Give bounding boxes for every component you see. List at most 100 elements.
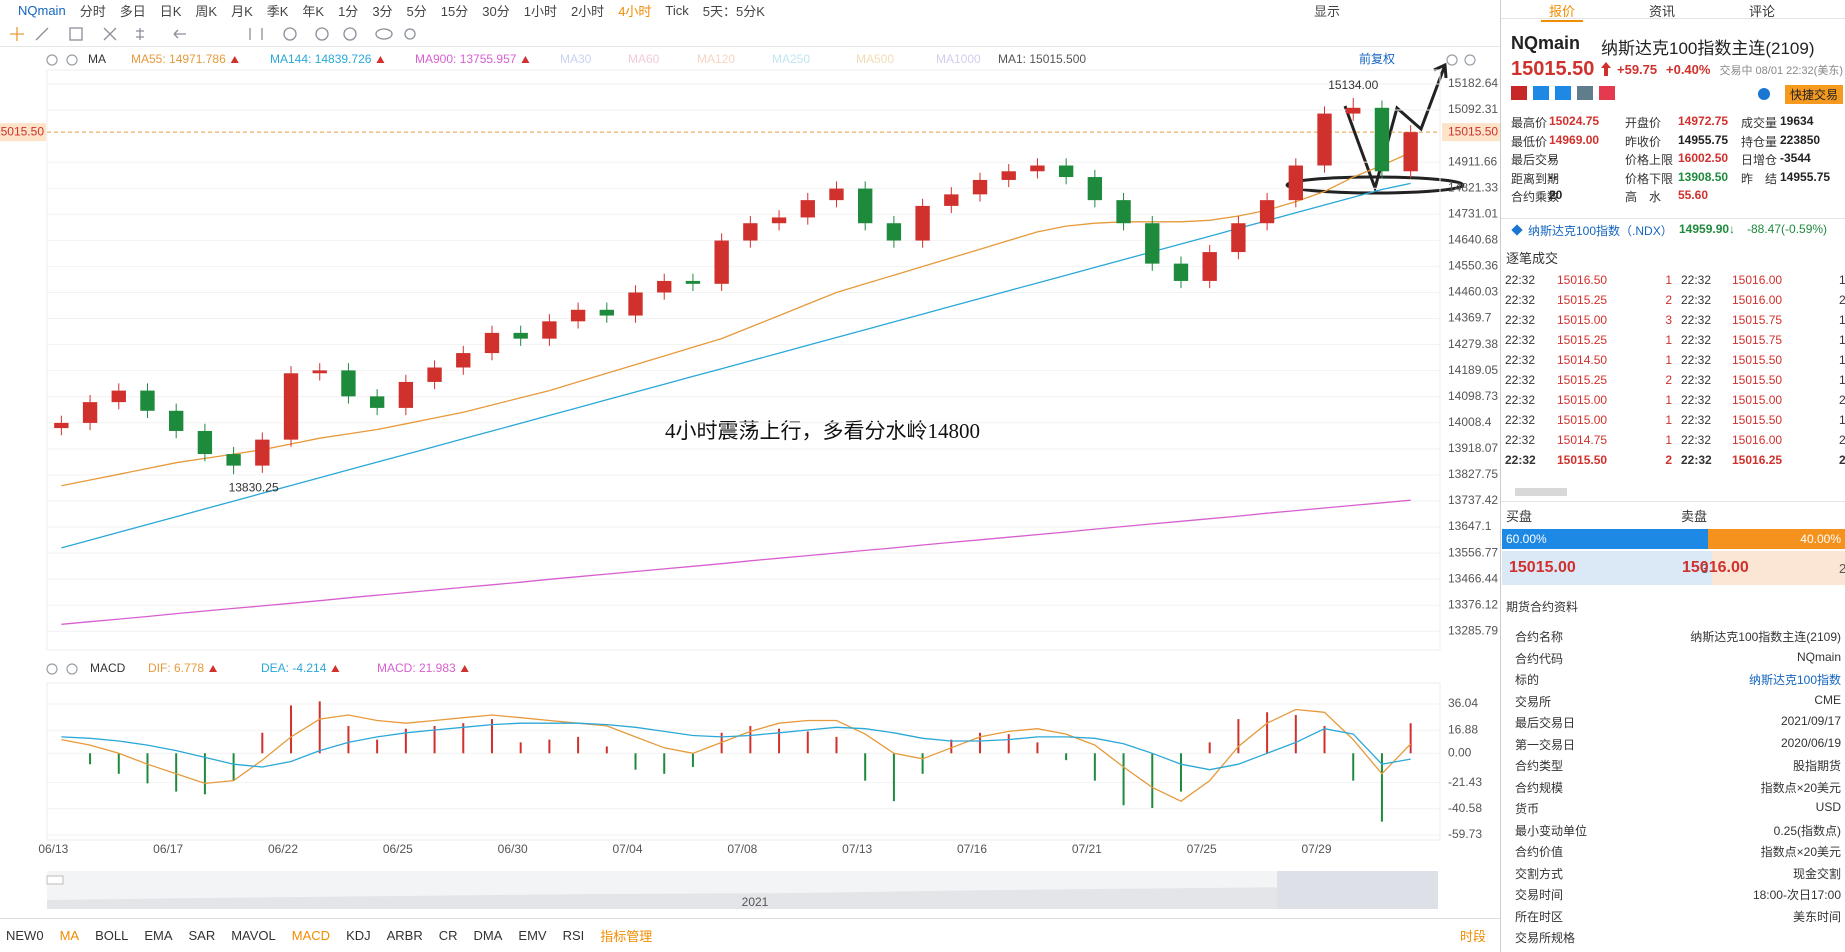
navigator-handle[interactable]	[46, 875, 64, 885]
scrollbar[interactable]	[1515, 488, 1567, 496]
pane-settings-icon[interactable]	[46, 54, 58, 66]
shape-tool-icon[interactable]	[69, 27, 83, 41]
macd-close-icon[interactable]	[66, 663, 78, 675]
period-tab[interactable]: Tick	[665, 2, 689, 18]
low-label: 13830.25	[229, 480, 279, 494]
macd-settings-icon[interactable]	[46, 663, 58, 675]
y-tick-label: 14098.73	[1448, 389, 1498, 403]
panel-tab[interactable]: 资讯	[1649, 4, 1676, 19]
navigator-window[interactable]	[1277, 871, 1438, 909]
indicator-tab[interactable]: EMA	[144, 928, 173, 943]
x-tick-label: 07/13	[842, 842, 872, 856]
indicator-tab[interactable]: EMV	[518, 928, 547, 943]
quick-trade-button[interactable]: 快捷交易	[1785, 85, 1844, 104]
trade-cell: 22:32	[1505, 273, 1536, 287]
index-name[interactable]: 纳斯达克100指数（.NDX）	[1528, 224, 1673, 238]
trade-cell: 15016.00	[1732, 273, 1783, 287]
candle-body	[427, 367, 442, 382]
legend-entry[interactable]: DEA: -4.214	[261, 661, 327, 675]
legend-entry[interactable]: MA55: 14971.786	[131, 52, 226, 66]
stat-label: 价格下限	[1625, 171, 1674, 186]
settings-icon[interactable]	[404, 28, 416, 40]
indicator-tab[interactable]: MACD	[291, 928, 331, 943]
zoom-in-icon[interactable]	[1464, 54, 1476, 66]
period-tab[interactable]: 季K	[266, 3, 289, 19]
eye-icon[interactable]	[375, 28, 393, 40]
period-tab[interactable]: 3分	[372, 3, 393, 19]
period-tab[interactable]: 多日	[119, 3, 146, 19]
lock-icon[interactable]	[283, 27, 297, 41]
pane-close-icon[interactable]	[66, 54, 78, 66]
badge[interactable]	[1599, 86, 1615, 100]
badge[interactable]	[1511, 86, 1527, 100]
index-change: -88.47(-0.59%)	[1747, 222, 1828, 236]
period-tab[interactable]: 月K	[231, 3, 253, 19]
panel-tab[interactable]: 评论	[1749, 4, 1776, 19]
fib-tool-icon[interactable]	[103, 27, 117, 41]
bell-icon[interactable]	[1758, 88, 1770, 100]
quote-panel: NQmain 纳斯达克100指数主连(2109) 15015.50 +59.75…	[1500, 0, 1845, 952]
hide-icon[interactable]	[315, 27, 329, 41]
line-tool-icon[interactable]	[35, 27, 49, 41]
display-menu[interactable]: 显示	[1313, 3, 1340, 19]
info-key: 标的	[1515, 673, 1540, 687]
legend-entry-inactive[interactable]: MA60	[628, 52, 660, 66]
stat-label: 最后交易	[1511, 153, 1560, 167]
period-tab[interactable]: 分时	[79, 3, 106, 19]
badge[interactable]	[1533, 86, 1549, 100]
indicator-manage[interactable]: 指标管理	[600, 929, 653, 944]
indicator-tab[interactable]: RSI	[562, 928, 585, 943]
symbol[interactable]: NQmain	[18, 2, 66, 18]
indicator-tab[interactable]: MAVOL	[231, 928, 276, 943]
period-tab[interactable]: 4小时	[618, 3, 652, 19]
period-tab[interactable]: 1分	[338, 3, 359, 19]
indicator-tab[interactable]: KDJ	[346, 928, 371, 943]
indicator-tab[interactable]: SAR	[188, 928, 216, 943]
legend-entry-inactive[interactable]: MA120	[697, 52, 735, 66]
legend-entry-inactive[interactable]: MA250	[772, 52, 810, 66]
trade-cell: 22:32	[1505, 413, 1536, 427]
panel-tab[interactable]: 报价	[1541, 1, 1584, 22]
stat-value: 16002.50	[1678, 151, 1729, 165]
adjust-label[interactable]: 前复权	[1359, 51, 1395, 66]
legend-entry-inactive[interactable]: MA500	[856, 52, 894, 66]
legend-entry[interactable]: MA1: 15015.500	[998, 52, 1086, 66]
period-tab[interactable]: 15分	[440, 3, 469, 19]
legend-entry-inactive[interactable]: MA30	[560, 52, 592, 66]
period-tab[interactable]: 年K	[302, 3, 325, 19]
legend-entry[interactable]: MA900: 13755.957	[415, 52, 517, 66]
legend-entry[interactable]: DIF: 6.778	[148, 661, 204, 675]
period-tab[interactable]: 日K	[159, 3, 182, 19]
indicator-tab[interactable]: NEW0	[6, 928, 44, 943]
y-tick-label: 14189.05	[1448, 363, 1498, 377]
legend-entry[interactable]: MACD: 21.983	[377, 661, 456, 675]
trade-cell: 1	[1665, 433, 1672, 447]
indicator-tab[interactable]: CR	[438, 928, 458, 943]
candle-body	[1030, 165, 1045, 172]
trade-cell: 22:32	[1505, 453, 1536, 467]
period-tab[interactable]: 周K	[195, 3, 218, 19]
period-tab[interactable]: 5天：5分K	[702, 3, 765, 19]
period-tab[interactable]: 2小时	[570, 3, 605, 19]
y-tick-label: 13285.79	[1448, 623, 1498, 637]
indicator-tab[interactable]: ARBR	[386, 928, 423, 943]
measure-icon[interactable]	[136, 28, 144, 40]
indicator-tab[interactable]: MA	[59, 928, 80, 943]
legend-entry-inactive[interactable]: MA1000	[936, 52, 981, 66]
session-button[interactable]: 时段	[1459, 929, 1486, 944]
period-tab[interactable]: 5分	[406, 3, 427, 19]
indicator-tab[interactable]: DMA	[473, 928, 503, 943]
trades-title: 逐笔成交	[1506, 251, 1559, 266]
crosshair-icon[interactable]	[10, 27, 24, 41]
badge[interactable]	[1555, 86, 1571, 100]
period-tab[interactable]: 1小时	[523, 3, 557, 19]
period-tab[interactable]: 30分	[482, 3, 510, 19]
indicator-tab[interactable]: BOLL	[95, 928, 129, 943]
zoom-out-icon[interactable]	[1446, 54, 1458, 66]
arrow-tool-icon[interactable]	[173, 29, 186, 39]
badge[interactable]	[1577, 86, 1593, 100]
x-tick-label: 07/25	[1187, 842, 1217, 856]
magnet-icon[interactable]	[249, 28, 263, 40]
legend-entry[interactable]: MA144: 14839.726	[270, 52, 372, 66]
delete-icon[interactable]	[343, 27, 357, 41]
